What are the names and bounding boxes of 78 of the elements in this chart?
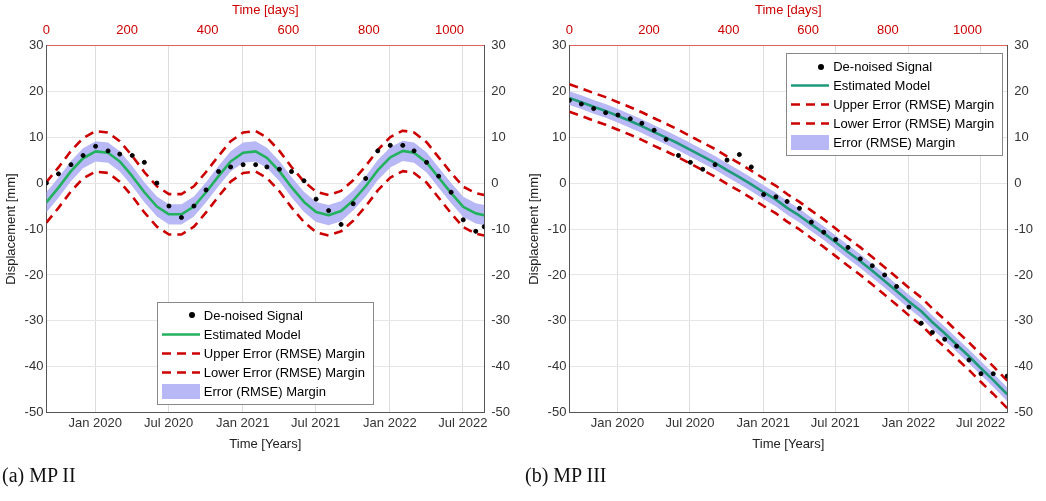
x2-tick-label: 800 <box>876 21 899 37</box>
x2-axis-title: Time [days] <box>754 2 822 18</box>
x-tick-label: Jul 2022 <box>955 415 1006 431</box>
annotation: Error (RMSE) Margin <box>833 135 956 151</box>
x2-tick-label: 800 <box>358 21 380 37</box>
x2-tick-label: 400 <box>196 21 219 37</box>
y2-tick-label: -50 <box>1014 404 1034 420</box>
y2-tick-label: 0 <box>1014 174 1022 190</box>
y-tick-label: -10 <box>547 220 567 236</box>
line-series <box>46 129 485 197</box>
legend-label: Lower Error (RMSE) Margin <box>203 364 365 380</box>
x-tick-label: Jul 2020 <box>143 415 194 431</box>
x-tick-label: Jan 2022 <box>363 415 417 431</box>
legend-label: Lower Error (RMSE) Margin <box>833 116 995 132</box>
x-tick-label: Jan 2020 <box>68 415 122 431</box>
y2-tick-label: -50 <box>491 404 511 420</box>
y-axis-title: Displacement [mm] <box>3 173 19 285</box>
y2-tick-label: 20 <box>1014 82 1029 98</box>
y-tick-label: -40 <box>547 358 567 374</box>
x-tick-label: Jan 2021 <box>215 415 270 431</box>
y-tick-label: 20 <box>28 82 44 98</box>
y-tick-label: 30 <box>28 36 44 52</box>
x-tick-label: Jan 2021 <box>736 415 790 431</box>
x2-tick-label: 1000 <box>435 21 464 37</box>
y2-tick-label: -10 <box>491 220 511 236</box>
x-tick-label: Jul 2020 <box>665 415 715 431</box>
y-tick-label: -30 <box>547 312 567 328</box>
y2-tick-label: 0 <box>491 174 499 190</box>
y-tick-label: -30 <box>24 312 44 328</box>
y-tick-label: -10 <box>24 220 44 236</box>
y-tick-label: 0 <box>36 174 44 190</box>
y2-tick-label: 30 <box>1014 36 1029 52</box>
y2-tick-label: -30 <box>1014 312 1034 328</box>
x-tick-label: Jan 2020 <box>590 415 645 431</box>
x2-tick-label: 400 <box>717 21 740 37</box>
legend-label: Estimated Model <box>833 78 931 94</box>
x2-tick-label: 200 <box>638 21 660 37</box>
x-tick-label: Jul 2021 <box>810 415 860 431</box>
x2-tick-label: 600 <box>797 21 820 37</box>
y-tick-label: -50 <box>547 404 567 420</box>
x-axis-title: Time [Years] <box>229 435 302 451</box>
y2-tick-label: 20 <box>491 82 506 98</box>
y2-tick-label: 30 <box>491 36 506 52</box>
x-axis-title: Time [Years] <box>752 435 825 451</box>
y-axis-title: Displacement [mm] <box>526 173 542 285</box>
text: (a) MP II <box>2 464 77 487</box>
y-tick-label: -40 <box>24 358 44 374</box>
x-tick-label: Jul 2021 <box>291 415 341 431</box>
x2-tick-label: 200 <box>116 21 138 37</box>
y2-tick-label: 10 <box>491 128 506 144</box>
y-tick-label: 0 <box>559 174 567 190</box>
y-tick-label: 10 <box>551 128 567 144</box>
y2-tick-label: -30 <box>491 312 511 328</box>
x2-tick-label: 600 <box>277 21 300 37</box>
y2-tick-label: -20 <box>1014 266 1034 282</box>
legend-label: De-noised Signal <box>203 307 303 323</box>
x-tick-label: Jan 2022 <box>881 415 936 431</box>
legend-label: De-noised Signal <box>833 59 933 75</box>
legend-label: Estimated Model <box>203 326 301 342</box>
legend-label: Upper Error (RMSE) Margin <box>833 97 995 113</box>
y2-tick-label: -10 <box>1014 220 1034 236</box>
legend-label: Upper Error (RMSE) Margin <box>203 345 365 361</box>
y-tick-label: -20 <box>24 266 44 282</box>
x2-axis-title: Time [days] <box>231 2 299 18</box>
y2-tick-label: -40 <box>491 358 511 374</box>
y-tick-label: -50 <box>24 404 44 420</box>
text: (b) MP III <box>525 464 608 487</box>
x2-tick-label: 1000 <box>952 21 982 37</box>
y-tick-label: 20 <box>551 82 567 98</box>
x-tick-label: Jul 2022 <box>438 415 488 431</box>
y-tick-label: -20 <box>547 266 567 282</box>
line-series <box>46 169 485 237</box>
annotation: Error (RMSE) Margin <box>203 383 326 399</box>
y-tick-label: 30 <box>551 36 567 52</box>
y2-tick-label: -40 <box>1014 358 1034 374</box>
y2-tick-label: -20 <box>491 266 511 282</box>
y2-tick-label: 10 <box>1014 128 1029 144</box>
y-tick-label: 10 <box>28 128 44 144</box>
